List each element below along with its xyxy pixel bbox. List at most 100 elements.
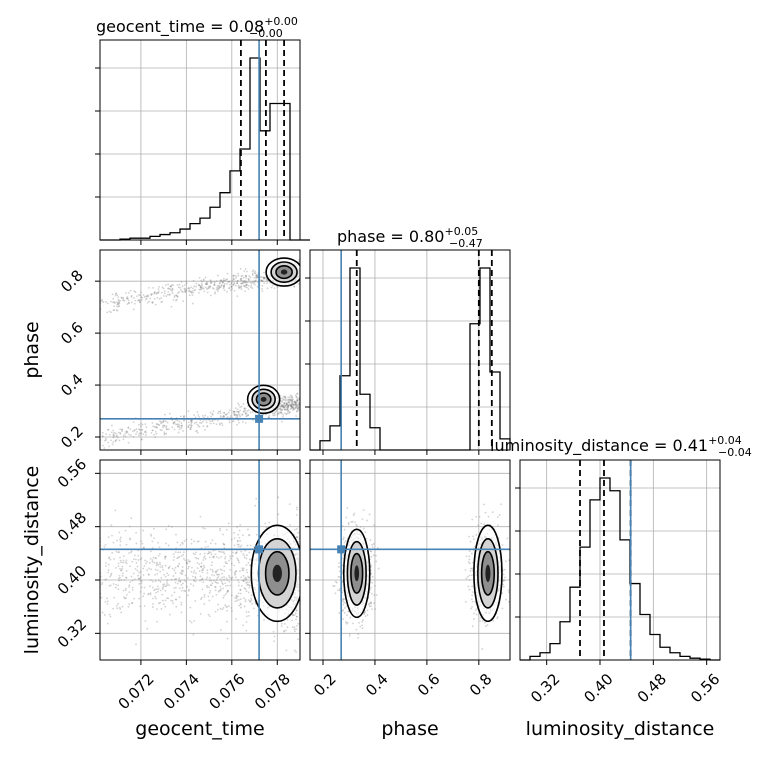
scatter-point-geocent_time-vs-phase [241,420,244,423]
scatter-point-geocent_time-vs-phase [112,434,115,437]
scatter-point-geocent_time-vs-luminosity_distance [176,564,179,567]
scatter-point-geocent_time-vs-luminosity_distance [173,591,176,594]
scatter-point-geocent_time-vs-phase [216,286,218,289]
scatter-point-geocent_time-vs-phase [158,298,161,300]
scatter-point-geocent_time-vs-phase [230,285,233,288]
scatter-point-geocent_time-vs-luminosity_distance [118,531,121,534]
scatter-point-geocent_time-vs-luminosity_distance [125,576,127,579]
scatter-point-geocent_time-vs-phase [121,430,123,433]
scatter-point-geocent_time-vs-phase [223,416,226,418]
scatter-point-geocent_time-vs-luminosity_distance [237,592,240,595]
scatter-point-geocent_time-vs-luminosity_distance [207,595,210,598]
scatter-point-geocent_time-vs-phase [220,285,223,287]
scatter-point-geocent_time-vs-phase [205,283,207,285]
scatter-point-geocent_time-vs-phase [284,412,286,415]
scatter-point-geocent_time-vs-phase [254,279,257,282]
scatter-point-geocent_time-vs-luminosity_distance [184,590,187,593]
scatter-point-phase-vs-luminosity_distance [470,607,472,610]
scatter-point-geocent_time-vs-luminosity_distance [305,602,307,604]
scatter-point-geocent_time-vs-phase [145,297,148,300]
scatter-point-geocent_time-vs-phase [226,412,229,415]
scatter-point-geocent_time-vs-luminosity_distance [150,550,152,553]
scatter-point-phase-vs-luminosity_distance [361,627,364,630]
scatter-point-geocent_time-vs-luminosity_distance [117,562,120,565]
scatter-point-geocent_time-vs-phase [223,285,225,288]
scatter-point-geocent_time-vs-phase [243,407,246,410]
scatter-point-geocent_time-vs-luminosity_distance [140,586,143,589]
scatter-point-geocent_time-vs-phase [273,287,276,290]
scatter-point-geocent_time-vs-luminosity_distance [215,593,218,596]
scatter-point-geocent_time-vs-luminosity_distance [180,584,183,586]
scatter-point-geocent_time-vs-phase [276,414,279,416]
scatter-point-geocent_time-vs-phase [248,279,250,282]
scatter-point-geocent_time-vs-phase [134,291,137,293]
scatter-point-geocent_time-vs-luminosity_distance [117,565,120,567]
scatter-point-geocent_time-vs-luminosity_distance [117,551,120,554]
scatter-point-geocent_time-vs-phase [281,408,284,411]
scatter-point-geocent_time-vs-luminosity_distance [142,574,145,576]
scatter-point-geocent_time-vs-luminosity_distance [210,564,213,567]
scatter-point-geocent_time-vs-luminosity_distance [125,559,128,562]
scatter-point-geocent_time-vs-phase [255,275,257,278]
scatter-point-geocent_time-vs-phase [113,431,116,434]
scatter-point-geocent_time-vs-luminosity_distance [225,593,227,596]
scatter-point-geocent_time-vs-phase [180,422,183,425]
tick-label-x-geocent_time: 0.078 [251,670,294,713]
scatter-point-geocent_time-vs-phase [244,268,247,270]
scatter-point-geocent_time-vs-luminosity_distance [240,584,243,587]
scatter-point-geocent_time-vs-phase [253,277,256,279]
scatter-point-geocent_time-vs-phase [200,285,202,288]
scatter-point-geocent_time-vs-luminosity_distance [138,577,140,580]
scatter-point-geocent_time-vs-phase [284,399,287,402]
scatter-point-geocent_time-vs-phase [112,309,115,312]
scatter-point-geocent_time-vs-luminosity_distance [199,515,202,518]
scatter-point-geocent_time-vs-phase [294,406,297,409]
scatter-point-geocent_time-vs-luminosity_distance [194,600,197,602]
scatter-point-geocent_time-vs-luminosity_distance [226,591,229,594]
scatter-point-geocent_time-vs-phase [228,280,230,283]
scatter-point-phase-vs-luminosity_distance [369,539,372,541]
scatter-point-phase-vs-luminosity_distance [468,555,471,558]
scatter-point-geocent_time-vs-phase [237,411,240,414]
scatter-point-geocent_time-vs-phase [283,402,286,405]
scatter-point-geocent_time-vs-luminosity_distance [129,565,132,568]
scatter-point-geocent_time-vs-luminosity_distance [109,584,112,587]
scatter-point-geocent_time-vs-phase [217,287,220,290]
scatter-point-geocent_time-vs-phase [107,441,109,444]
scatter-point-geocent_time-vs-phase [293,408,296,410]
scatter-point-geocent_time-vs-phase [178,428,181,431]
scatter-point-geocent_time-vs-luminosity_distance [208,552,211,555]
scatter-point-geocent_time-vs-phase [132,421,135,423]
scatter-point-geocent_time-vs-luminosity_distance [226,584,229,587]
scatter-point-geocent_time-vs-luminosity_distance [149,533,152,536]
scatter-point-geocent_time-vs-phase [237,284,240,287]
scatter-point-geocent_time-vs-luminosity_distance [239,524,242,527]
scatter-point-geocent_time-vs-luminosity_distance [254,504,257,507]
scatter-point-phase-vs-luminosity_distance [475,516,478,518]
scatter-point-geocent_time-vs-luminosity_distance [204,546,207,549]
scatter-point-geocent_time-vs-luminosity_distance [219,529,222,532]
scatter-point-geocent_time-vs-phase [240,285,243,288]
scatter-point-geocent_time-vs-phase [162,420,165,423]
scatter-point-geocent_time-vs-phase [132,308,135,311]
truth-marker-geocent_time-vs-phase [255,414,264,423]
scatter-point-geocent_time-vs-luminosity_distance [222,551,225,554]
scatter-point-geocent_time-vs-luminosity_distance [194,576,197,578]
scatter-point-geocent_time-vs-phase [266,279,269,282]
scatter-point-geocent_time-vs-phase [249,411,252,414]
scatter-point-geocent_time-vs-phase [233,411,236,413]
scatter-point-geocent_time-vs-phase [112,433,115,435]
scatter-point-geocent_time-vs-phase [167,287,169,290]
scatter-point-geocent_time-vs-luminosity_distance [246,571,249,574]
scatter-point-geocent_time-vs-luminosity_distance [222,596,225,599]
scatter-point-geocent_time-vs-phase [296,403,299,406]
panel-frame-phase-vs-luminosity_distance [309,459,511,661]
scatter-point-geocent_time-vs-luminosity_distance [118,579,121,582]
scatter-point-geocent_time-vs-luminosity_distance [184,559,187,562]
scatter-point-geocent_time-vs-luminosity_distance [223,565,226,568]
scatter-point-geocent_time-vs-luminosity_distance [196,562,199,564]
scatter-point-geocent_time-vs-phase [127,299,130,302]
scatter-point-geocent_time-vs-phase [187,290,190,293]
scatter-point-geocent_time-vs-phase [97,305,99,307]
scatter-point-geocent_time-vs-phase [163,431,166,434]
